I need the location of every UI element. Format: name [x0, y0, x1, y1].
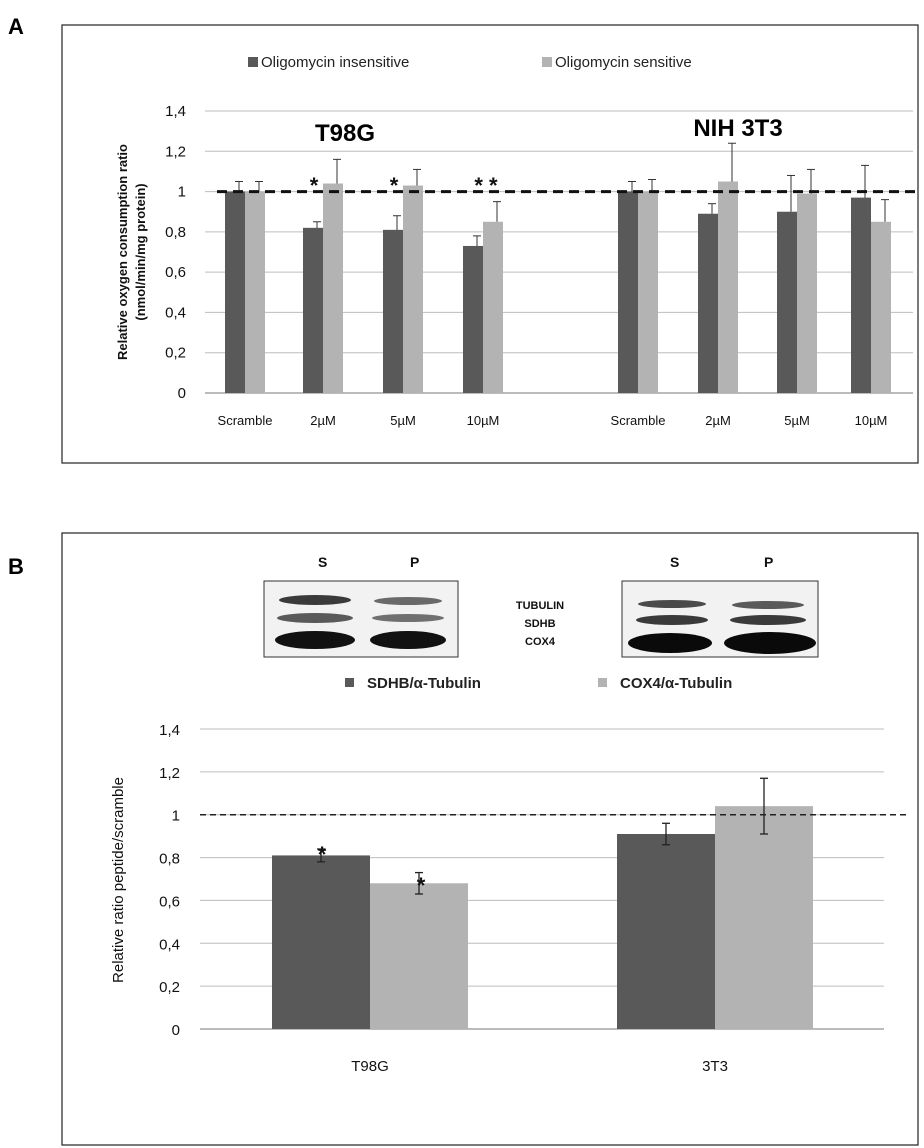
x-tick-label: 5µM [784, 413, 810, 428]
blot-lane-label: P [764, 554, 773, 570]
bar [303, 227, 323, 393]
panel-b-frame [61, 532, 919, 1146]
band-label-sdhb: SDHB [524, 618, 555, 630]
y-tick-label: 0,4 [165, 304, 186, 321]
bar [323, 183, 343, 393]
y-tick-label: 0,8 [165, 224, 186, 241]
legend-swatch [598, 678, 607, 687]
x-tick-label: T98G [351, 1058, 389, 1075]
bar [383, 229, 403, 393]
significance-marker: * [417, 873, 426, 898]
bar [638, 191, 658, 393]
western-blot-3t3: S P [621, 554, 819, 658]
panel-b-letter: B [8, 554, 24, 579]
x-tick-label: 5µM [390, 413, 416, 428]
y-tick-label: 0,4 [159, 936, 180, 953]
bar [617, 834, 715, 1029]
blot-lane-label: P [410, 554, 419, 570]
y-tick-label: 0,6 [165, 264, 186, 281]
panel-a-frame [61, 24, 919, 464]
bar [272, 855, 370, 1029]
x-tick-label: Scramble [611, 413, 666, 428]
x-tick-label: 2µM [705, 413, 731, 428]
legend-label: SDHB/α-Tubulin [367, 675, 481, 692]
x-tick-label: 3T3 [702, 1058, 728, 1075]
group-label: T98G [315, 120, 375, 147]
y-tick-label: 0,8 [159, 851, 180, 868]
y-tick-label: 0,6 [159, 893, 180, 910]
y-axis-label: Relative oxygen consumption ratio (nmol/m… [115, 144, 148, 360]
y-tick-label: 0 [178, 385, 186, 402]
x-tick-label: 2µM [310, 413, 336, 428]
bar [403, 185, 423, 393]
y-tick-label: 1,4 [165, 103, 186, 120]
bar [797, 193, 817, 393]
bar [777, 211, 797, 393]
significance-marker: * [310, 173, 319, 198]
x-tick-label: Scramble [218, 413, 273, 428]
bar [871, 221, 891, 393]
blot-lane-label: S [670, 554, 679, 570]
bar [618, 191, 638, 393]
y-axis-label: Relative ratio peptide/scramble [110, 777, 127, 983]
bar [698, 213, 718, 393]
y-tick-label: 1,2 [159, 765, 180, 782]
bar [245, 191, 265, 393]
bar [483, 221, 503, 393]
legend-label: COX4/α-Tubulin [620, 675, 732, 692]
group-label: NIH 3T3 [693, 115, 782, 142]
chart-b: 0 0,2 0,4 0,6 0,8 1 1,2 1,4 Relative ratio pepti… [110, 675, 910, 1075]
legend-swatch [542, 57, 552, 67]
chart-a: 0 0,2 0,4 0,6 0,8 1 1,2 1,4 Relative oxygen cons… [115, 54, 916, 428]
bar [718, 181, 738, 393]
significance-marker: * * [474, 173, 498, 198]
y-tick-label: 1,2 [165, 143, 186, 160]
panel-a-letter: A [8, 14, 24, 39]
x-tick-label: 10µM [467, 413, 500, 428]
legend-label: Oligomycin insensitive [261, 54, 409, 71]
bar [851, 197, 871, 393]
bar [370, 883, 468, 1029]
band-label-cox4: COX4 [525, 636, 556, 648]
y-tick-label: 1 [178, 184, 186, 201]
legend-swatch [248, 57, 258, 67]
legend-label: Oligomycin sensitive [555, 54, 692, 71]
significance-marker: * [318, 842, 327, 867]
legend-swatch [345, 678, 354, 687]
bar [225, 191, 245, 393]
bar [715, 806, 813, 1029]
y-tick-label: 1,4 [159, 722, 180, 739]
y-tick-label: 0,2 [165, 345, 186, 362]
y-tick-label: 0 [172, 1022, 180, 1039]
western-blot-t98g: S P [263, 554, 459, 658]
band-label-tubulin: TUBULIN [516, 600, 564, 612]
blot-lane-label: S [318, 554, 327, 570]
significance-marker: * [390, 173, 399, 198]
blot-band-labels: TUBULIN SDHB COX4 [516, 600, 564, 648]
y-tick-label: 0,2 [159, 979, 180, 996]
x-tick-label: 10µM [855, 413, 888, 428]
bar [463, 245, 483, 393]
y-tick-label: 1 [172, 808, 180, 825]
